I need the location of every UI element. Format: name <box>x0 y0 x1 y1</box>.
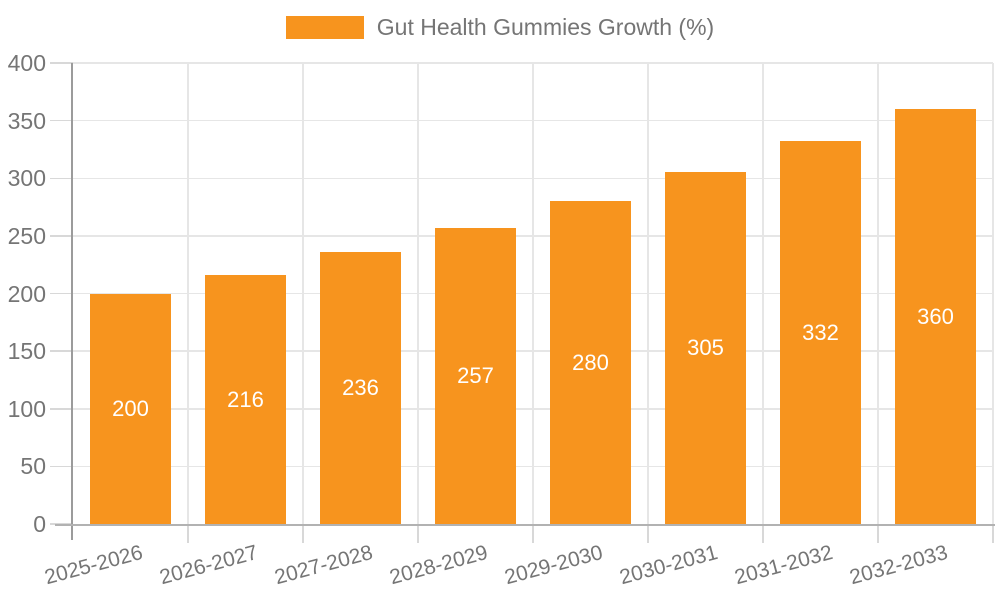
bar-value-label: 360 <box>917 303 954 329</box>
bar-value-label: 280 <box>572 349 609 375</box>
bar-2029-2030[interactable] <box>549 201 632 524</box>
x-tick <box>647 526 649 543</box>
y-tick <box>50 408 73 410</box>
x-tick <box>187 526 189 543</box>
bar-2025-2026[interactable] <box>89 293 172 524</box>
x-tick <box>992 526 994 543</box>
y-axis-label: 400 <box>7 50 46 76</box>
x-tick <box>532 526 534 543</box>
bar-2028-2029[interactable] <box>434 227 517 524</box>
y-axis-label: 200 <box>7 280 46 307</box>
bar-value-label: 200 <box>112 395 149 421</box>
y-tick <box>50 62 73 64</box>
v-gridline <box>647 63 649 524</box>
bar-value-label: 236 <box>342 375 379 400</box>
bar-value-label: 257 <box>457 362 494 388</box>
y-tick <box>50 350 73 352</box>
legend-swatch-icon <box>285 16 364 39</box>
x-tick <box>302 526 304 543</box>
x-axis-line <box>55 524 995 526</box>
v-gridline <box>417 63 419 524</box>
v-gridline <box>187 63 189 524</box>
y-tick <box>50 235 73 237</box>
bar-value-label: 216 <box>227 386 264 412</box>
v-gridline <box>532 63 534 524</box>
y-axis-label: 250 <box>7 222 46 249</box>
y-axis-line <box>71 63 73 540</box>
y-axis-label: 100 <box>7 395 46 422</box>
legend-label: Gut Health Gummies Growth (%) <box>376 14 715 40</box>
bar-2026-2027[interactable] <box>204 275 287 524</box>
legend-item[interactable]: Gut Health Gummies Growth (%) <box>285 14 715 41</box>
v-gridline <box>762 63 764 524</box>
y-tick <box>50 119 73 122</box>
bar-2032-2033[interactable] <box>894 109 977 524</box>
y-axis-label: 300 <box>7 165 46 192</box>
bar-2027-2028[interactable] <box>319 252 402 524</box>
y-tick <box>50 292 73 295</box>
x-tick <box>417 526 419 543</box>
bar-value-label: 305 <box>687 335 724 361</box>
y-tick <box>50 465 73 468</box>
y-axis-label: 150 <box>7 338 46 365</box>
plot-area: 0 50 100 150 200 250 300 350 400 200 2025-2026 216 2… <box>8 50 995 589</box>
bar-2031-2032[interactable] <box>779 141 862 524</box>
y-axis-label: 50 <box>20 453 46 480</box>
y-axis-label: 350 <box>7 107 46 134</box>
x-tick <box>877 526 879 543</box>
chart-legend: Gut Health Gummies Growth (%) <box>0 14 1000 41</box>
y-tick <box>50 177 73 179</box>
v-gridline <box>302 63 304 524</box>
v-gridline <box>877 63 879 524</box>
bar-value-label: 332 <box>802 319 839 345</box>
x-tick <box>762 526 764 543</box>
y-axis-label: 0 <box>33 511 46 537</box>
v-gridline <box>992 63 994 524</box>
bar-2030-2031[interactable] <box>664 172 747 524</box>
